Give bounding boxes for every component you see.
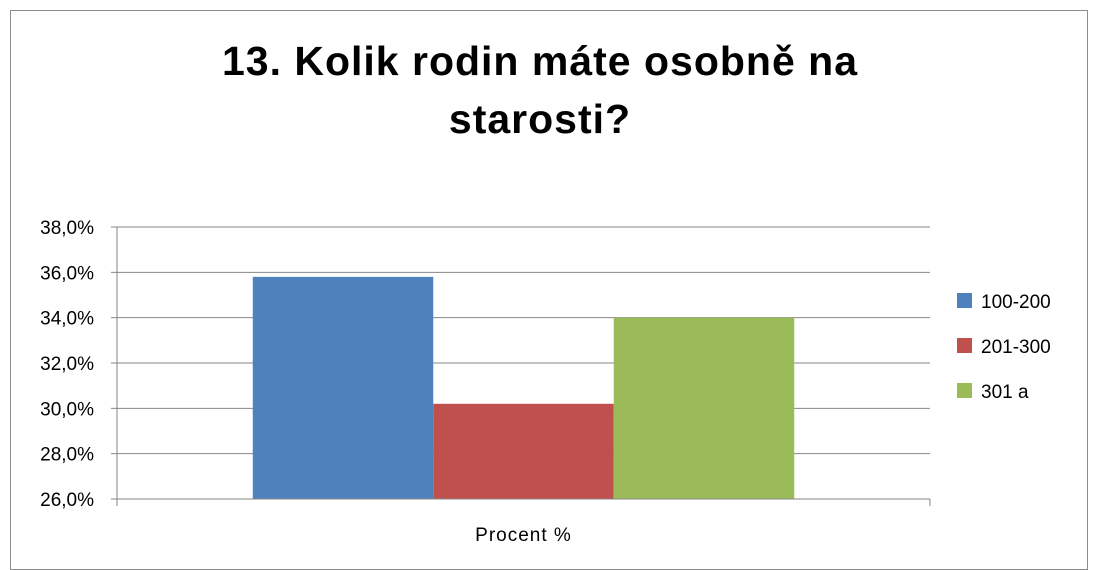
y-tick-label: 36,0%	[40, 263, 94, 284]
legend-swatch	[957, 338, 972, 353]
bar-100-200	[252, 276, 434, 499]
bar-301-a	[613, 317, 795, 499]
bar-201-300	[433, 403, 614, 499]
y-tick-label: 34,0%	[40, 309, 94, 330]
bars	[252, 276, 795, 499]
axes: 26,0% 28,0% 30,0% 32,0% 34,0% 36,0% 38,0% Proce…	[40, 218, 931, 543]
legend: 100-200 201-300 301 a	[957, 292, 1051, 403]
x-tick-label: Procent %	[475, 525, 572, 543]
legend-label: 301 a	[981, 382, 1029, 403]
legend-label: 100-200	[981, 292, 1051, 313]
y-tick-label: 28,0%	[40, 445, 94, 466]
legend-swatch	[957, 293, 972, 308]
chart-title: 13. Kolik rodin máte osobně na starosti?	[221, 38, 858, 142]
legend-swatch	[957, 383, 972, 398]
y-tick-label: 26,0%	[40, 490, 94, 511]
legend-label: 201-300	[981, 337, 1051, 358]
y-tick-label: 38,0%	[40, 218, 94, 239]
y-tick-label: 30,0%	[40, 399, 94, 420]
y-tick-label: 32,0%	[40, 354, 94, 375]
chart-plot: 26,0% 28,0% 30,0% 32,0% 34,0% 36,0% 38,0% Proce…	[40, 218, 1051, 543]
